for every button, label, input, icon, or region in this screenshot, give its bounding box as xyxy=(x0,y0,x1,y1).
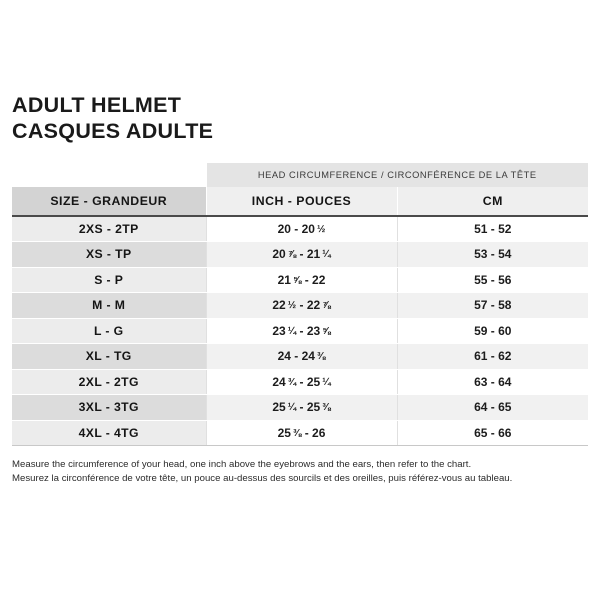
group-header-spacer xyxy=(12,163,206,187)
table-row: M - M 22 ½ - 22 ⅞ 57 - 58 xyxy=(12,292,589,319)
table-row: XL - TG 24 - 24 ⅜ 61 - 62 xyxy=(12,343,589,370)
cell-cm: 55 - 56 xyxy=(396,267,589,293)
title-line-french: CASQUES ADULTE xyxy=(12,119,214,143)
fraction-glyph: ¼ xyxy=(285,325,297,337)
cell-size: L - G xyxy=(12,318,206,344)
cell-inch: 25 ⅜ - 26 xyxy=(205,420,397,446)
fraction-glyph: ¼ xyxy=(285,402,297,414)
fraction-glyph: ¾ xyxy=(285,376,297,388)
measurement-notes: Measure the circumference of your head, … xyxy=(12,458,588,485)
title-line-english: ADULT HELMET xyxy=(12,93,182,117)
cell-inch: 23 ¼ - 23 ⅝ xyxy=(205,318,397,344)
fraction-glyph: ½ xyxy=(285,300,297,312)
cell-size: S - P xyxy=(12,267,206,293)
note-french: Mesurez la circonférence de votre tête, … xyxy=(12,472,513,484)
size-chart-table: HEAD CIRCUMFERENCE / CIRCONFÉRENCE DE LA… xyxy=(12,163,589,446)
column-header-inch: INCH - POUCES xyxy=(205,187,397,217)
fraction-glyph: ⅝ xyxy=(290,274,302,286)
table-row: S - P 21 ⅝ - 22 55 - 56 xyxy=(12,267,589,293)
cell-size: 3XL - 3TG xyxy=(12,394,206,421)
size-chart-table-wrapper: HEAD CIRCUMFERENCE / CIRCONFÉRENCE DE LA… xyxy=(12,163,589,446)
cell-size: 2XS - 2TP xyxy=(12,216,206,242)
page-title: ADULT HELMET CASQUES ADULTE xyxy=(12,92,572,144)
cell-cm: 61 - 62 xyxy=(396,343,589,370)
cell-size: M - M xyxy=(12,292,206,319)
cell-cm: 53 - 54 xyxy=(396,241,589,268)
cell-size: 4XL - 4TG xyxy=(12,420,206,446)
cell-inch: 24 - 24 ⅜ xyxy=(205,343,397,370)
fraction-glyph: ⅞ xyxy=(320,300,331,312)
cell-inch: 22 ½ - 22 ⅞ xyxy=(205,292,397,319)
table-row: 2XL - 2TG 24 ¾ - 25 ¼ 63 - 64 xyxy=(12,369,589,395)
table-row: XS - TP 20 ⅞ - 21 ¼ 53 - 54 xyxy=(12,241,589,268)
fraction-glyph: ½ xyxy=(314,224,326,236)
fraction-glyph: ⅜ xyxy=(320,402,331,414)
cell-inch: 20 - 20 ½ xyxy=(205,216,397,242)
column-header-size: SIZE - GRANDEUR xyxy=(12,187,206,217)
cell-inch: 25 ¼ - 25 ⅜ xyxy=(205,394,397,421)
fraction-glyph: ⅞ xyxy=(285,249,297,261)
group-header-head-circumference: HEAD CIRCUMFERENCE / CIRCONFÉRENCE DE LA… xyxy=(205,163,589,187)
table-row: L - G 23 ¼ - 23 ⅝ 59 - 60 xyxy=(12,318,589,344)
cell-cm: 63 - 64 xyxy=(396,369,589,395)
cell-size: XS - TP xyxy=(12,241,206,268)
fraction-glyph: ⅜ xyxy=(314,351,326,363)
fraction-glyph: ¼ xyxy=(320,376,331,388)
cell-cm: 64 - 65 xyxy=(396,394,589,421)
table-head: HEAD CIRCUMFERENCE / CIRCONFÉRENCE DE LA… xyxy=(12,163,589,217)
column-header-cm: CM xyxy=(396,187,589,217)
cell-inch: 24 ¾ - 25 ¼ xyxy=(205,369,397,395)
cell-size: XL - TG xyxy=(12,343,206,370)
cell-cm: 65 - 66 xyxy=(396,420,589,446)
table-row: 4XL - 4TG 25 ⅜ - 26 65 - 66 xyxy=(12,420,589,446)
cell-inch: 21 ⅝ - 22 xyxy=(205,267,397,293)
fraction-glyph: ⅝ xyxy=(320,325,331,337)
cell-cm: 59 - 60 xyxy=(396,318,589,344)
note-english: Measure the circumference of your head, … xyxy=(12,459,472,470)
cell-cm: 57 - 58 xyxy=(396,292,589,319)
column-header-row: SIZE - GRANDEUR INCH - POUCES CM xyxy=(12,187,589,217)
cell-cm: 51 - 52 xyxy=(396,216,589,242)
fraction-glyph: ⅜ xyxy=(290,427,302,439)
table-row: 2XS - 2TP 20 - 20 ½ 51 - 52 xyxy=(12,216,589,242)
table-body: 2XS - 2TP 20 - 20 ½ 51 - 52 XS - TP 20 ⅞ - 2… xyxy=(12,216,589,446)
cell-size: 2XL - 2TG xyxy=(12,369,206,395)
table-row: 3XL - 3TG 25 ¼ - 25 ⅜ 64 - 65 xyxy=(12,394,589,421)
fraction-glyph: ¼ xyxy=(320,249,331,261)
group-header-row: HEAD CIRCUMFERENCE / CIRCONFÉRENCE DE LA… xyxy=(12,163,589,187)
cell-inch: 20 ⅞ - 21 ¼ xyxy=(205,241,397,268)
